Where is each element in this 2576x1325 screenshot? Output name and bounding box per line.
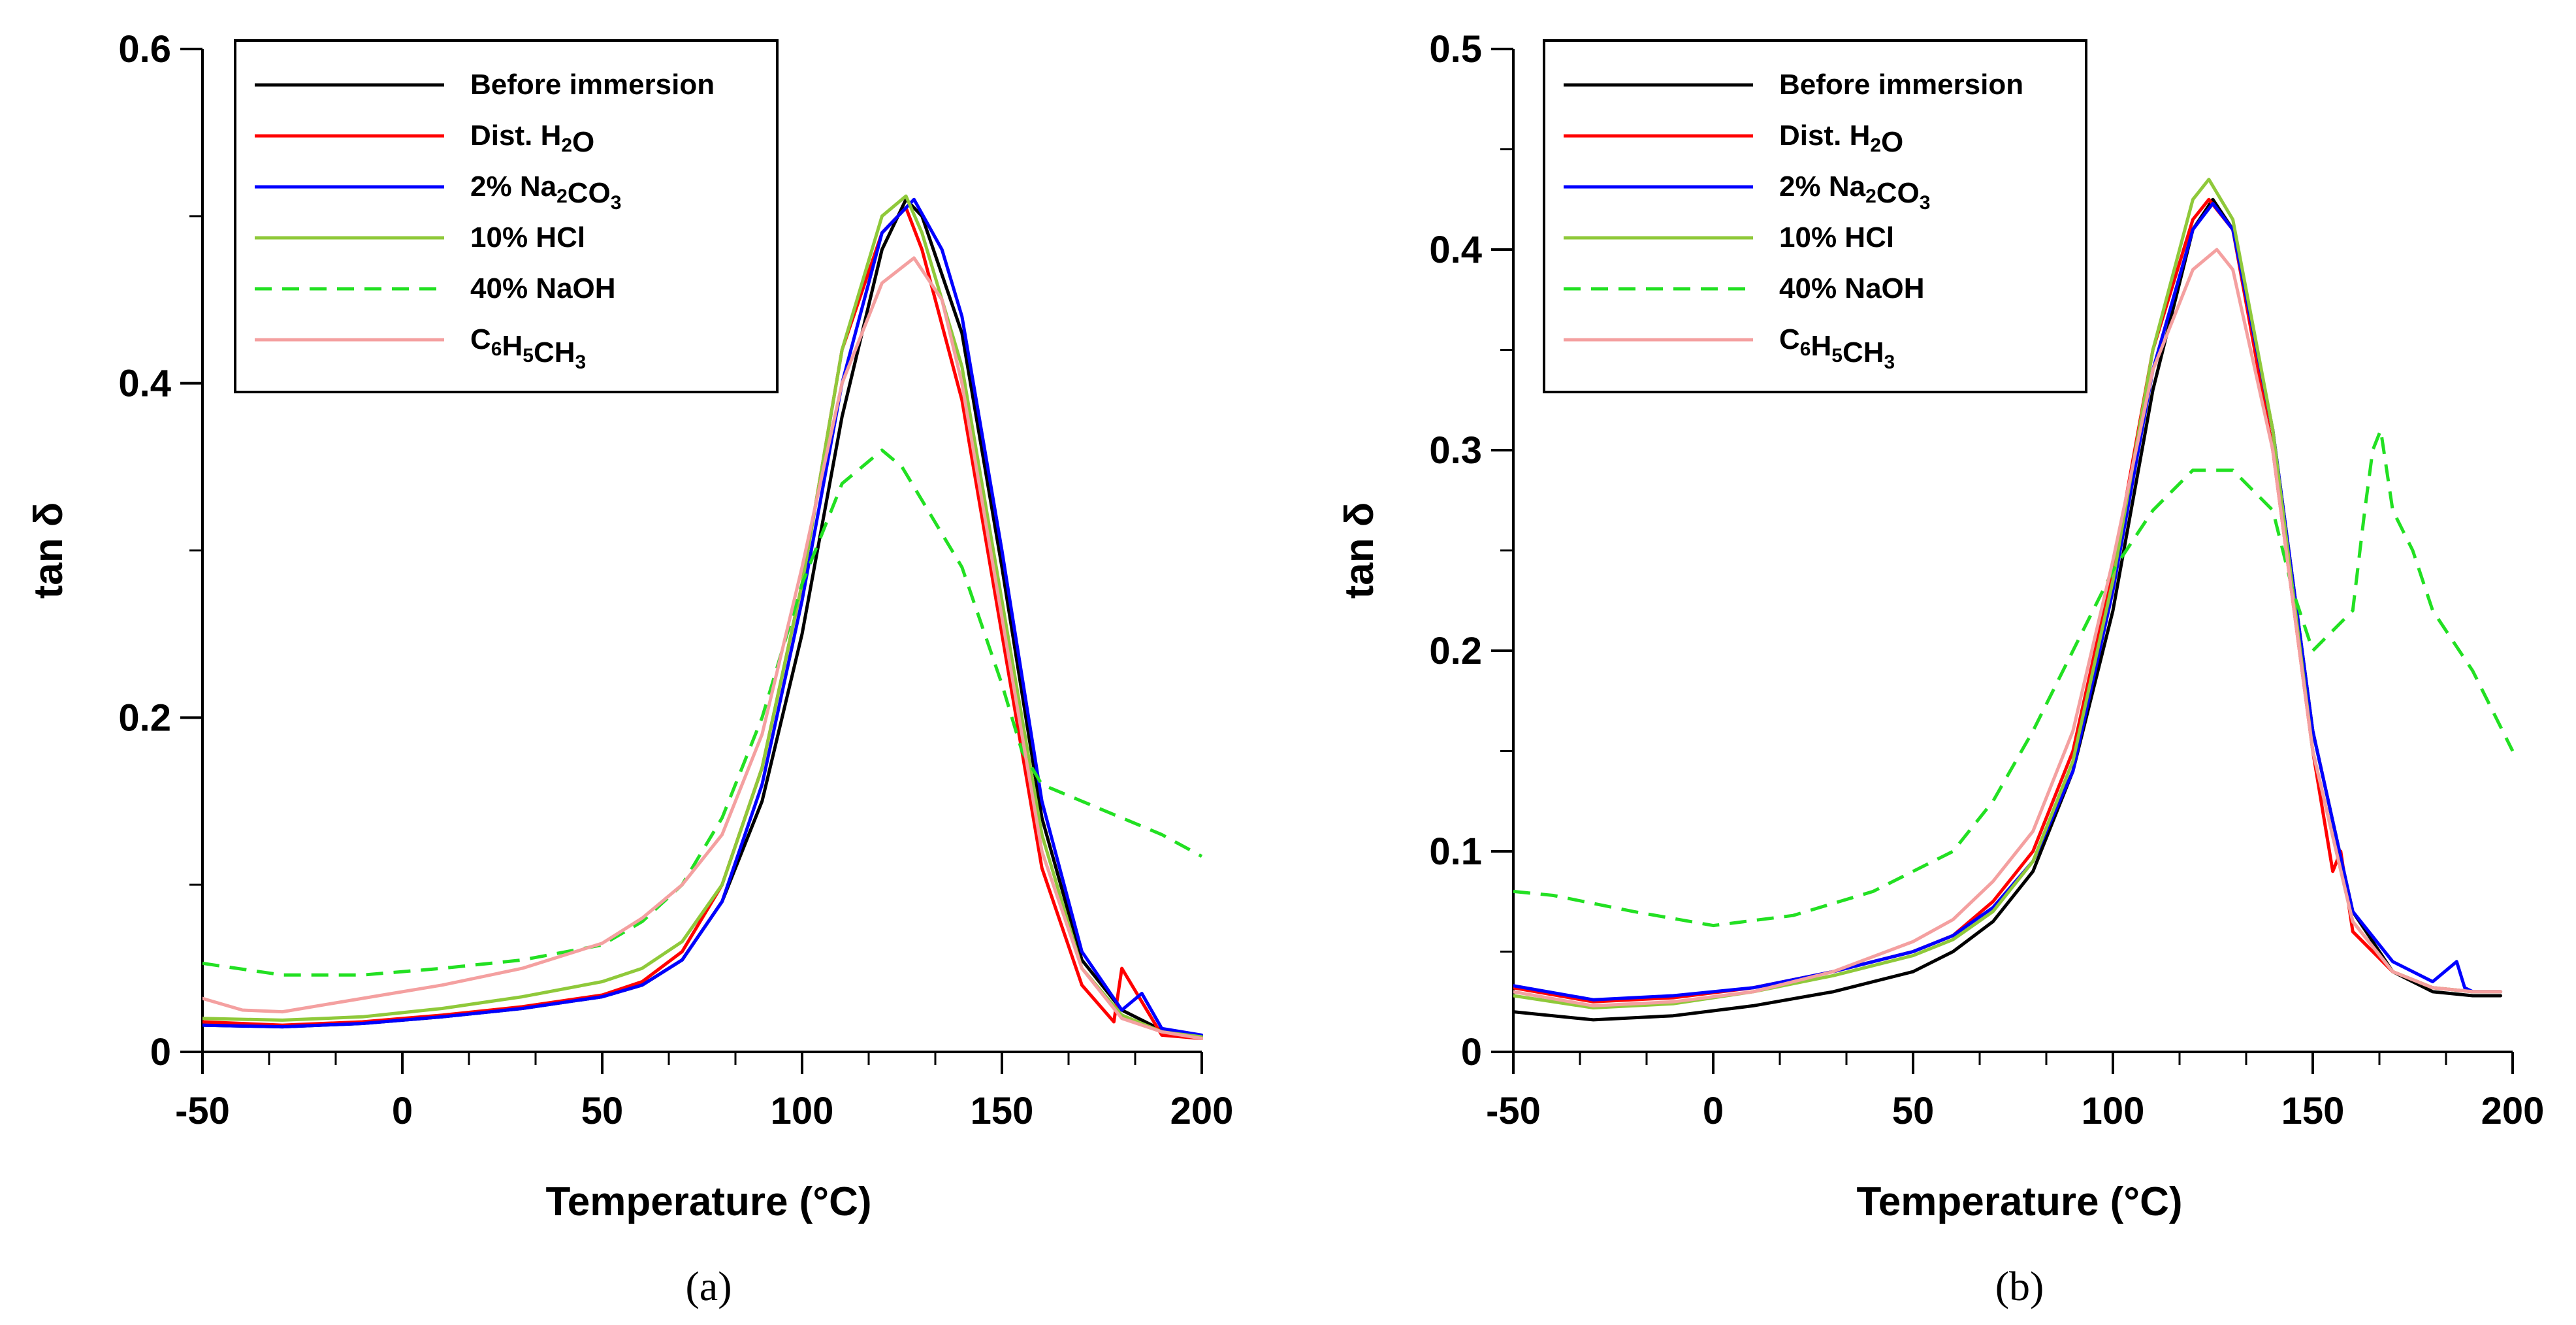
x-tick-label: 0 — [1703, 1090, 1724, 1132]
y-axis-label: tan δ — [26, 502, 71, 599]
y-tick-label: 0.5 — [1429, 28, 1482, 71]
x-tick-label: 50 — [1892, 1090, 1935, 1132]
legend-label: 10% HCl — [470, 221, 585, 254]
x-tick-label: -50 — [175, 1090, 230, 1132]
series-line — [1513, 248, 2503, 1007]
chart-panel-a: -50 0 50 100 150 200 0 0.2 0.4 0.6 Temperature (°C… — [26, 28, 1234, 1309]
series-line — [202, 256, 1203, 1040]
x-tick-label: 100 — [2082, 1090, 2145, 1132]
panel-caption: (b) — [1995, 1263, 2044, 1309]
y-tick-label: 0.3 — [1429, 429, 1482, 472]
y-tick-label: 0.6 — [118, 28, 171, 71]
legend-label: Dist. H2O — [470, 120, 594, 158]
legend-label: 2% Na2CO3 — [470, 171, 621, 214]
y-tick-label: 0.2 — [118, 696, 171, 739]
y-tick-label: 0 — [1461, 1031, 1482, 1073]
chart-panel-b: -50 0 50 100 150 200 0 0.1 0.2 0.3 0.4 0.5 Temperatu… — [1288, 0, 2576, 1325]
y-tick-label: 0.4 — [118, 363, 171, 405]
y-tick-label: 0.2 — [1429, 630, 1482, 672]
legend-box — [1543, 39, 2087, 393]
legend-label: C6H5CH3 — [470, 323, 586, 373]
legend-label: Before immersion — [1779, 69, 2023, 101]
series-group — [1513, 178, 2514, 1022]
x-tick-label: 150 — [2281, 1090, 2345, 1132]
legend-label: Dist. H2O — [1779, 120, 1903, 158]
x-tick-label: 150 — [971, 1090, 1034, 1132]
y-tick-label: 0.4 — [1429, 229, 1482, 271]
x-tick-label: 50 — [581, 1090, 624, 1132]
y-tick-label: 0.1 — [1429, 830, 1482, 873]
legend-label: 40% NaOH — [1779, 272, 1925, 304]
series-line — [1513, 428, 2514, 928]
legend-box — [234, 39, 779, 393]
series-group — [202, 194, 1203, 1040]
y-tick-label: 0 — [150, 1031, 171, 1073]
x-tick-label: 0 — [392, 1090, 413, 1132]
legend-label: Before immersion — [470, 69, 715, 101]
x-tick-label: 100 — [771, 1090, 834, 1132]
x-tick-label: 200 — [1170, 1090, 1234, 1132]
legend-label: 10% HCl — [1779, 221, 1894, 254]
series-line — [202, 448, 1203, 977]
x-axis-label: Temperature (°C) — [545, 1179, 871, 1224]
series-line — [202, 194, 1203, 1039]
legend-label: 2% Na2CO3 — [1779, 171, 1930, 214]
series-line — [1513, 197, 2503, 1022]
x-tick-label: -50 — [1486, 1090, 1541, 1132]
legend-label: 40% NaOH — [470, 272, 616, 304]
x-axis-label: Temperature (°C) — [1856, 1179, 2182, 1224]
legend-label: C6H5CH3 — [1779, 323, 1895, 373]
y-axis-label: tan δ — [1337, 502, 1382, 599]
x-tick-label: 200 — [2481, 1090, 2545, 1132]
chart-b: -50 0 50 100 150 20000.10.20.30.40.5Temperatu… — [1337, 28, 2545, 1309]
panel-caption: (a) — [685, 1263, 732, 1309]
